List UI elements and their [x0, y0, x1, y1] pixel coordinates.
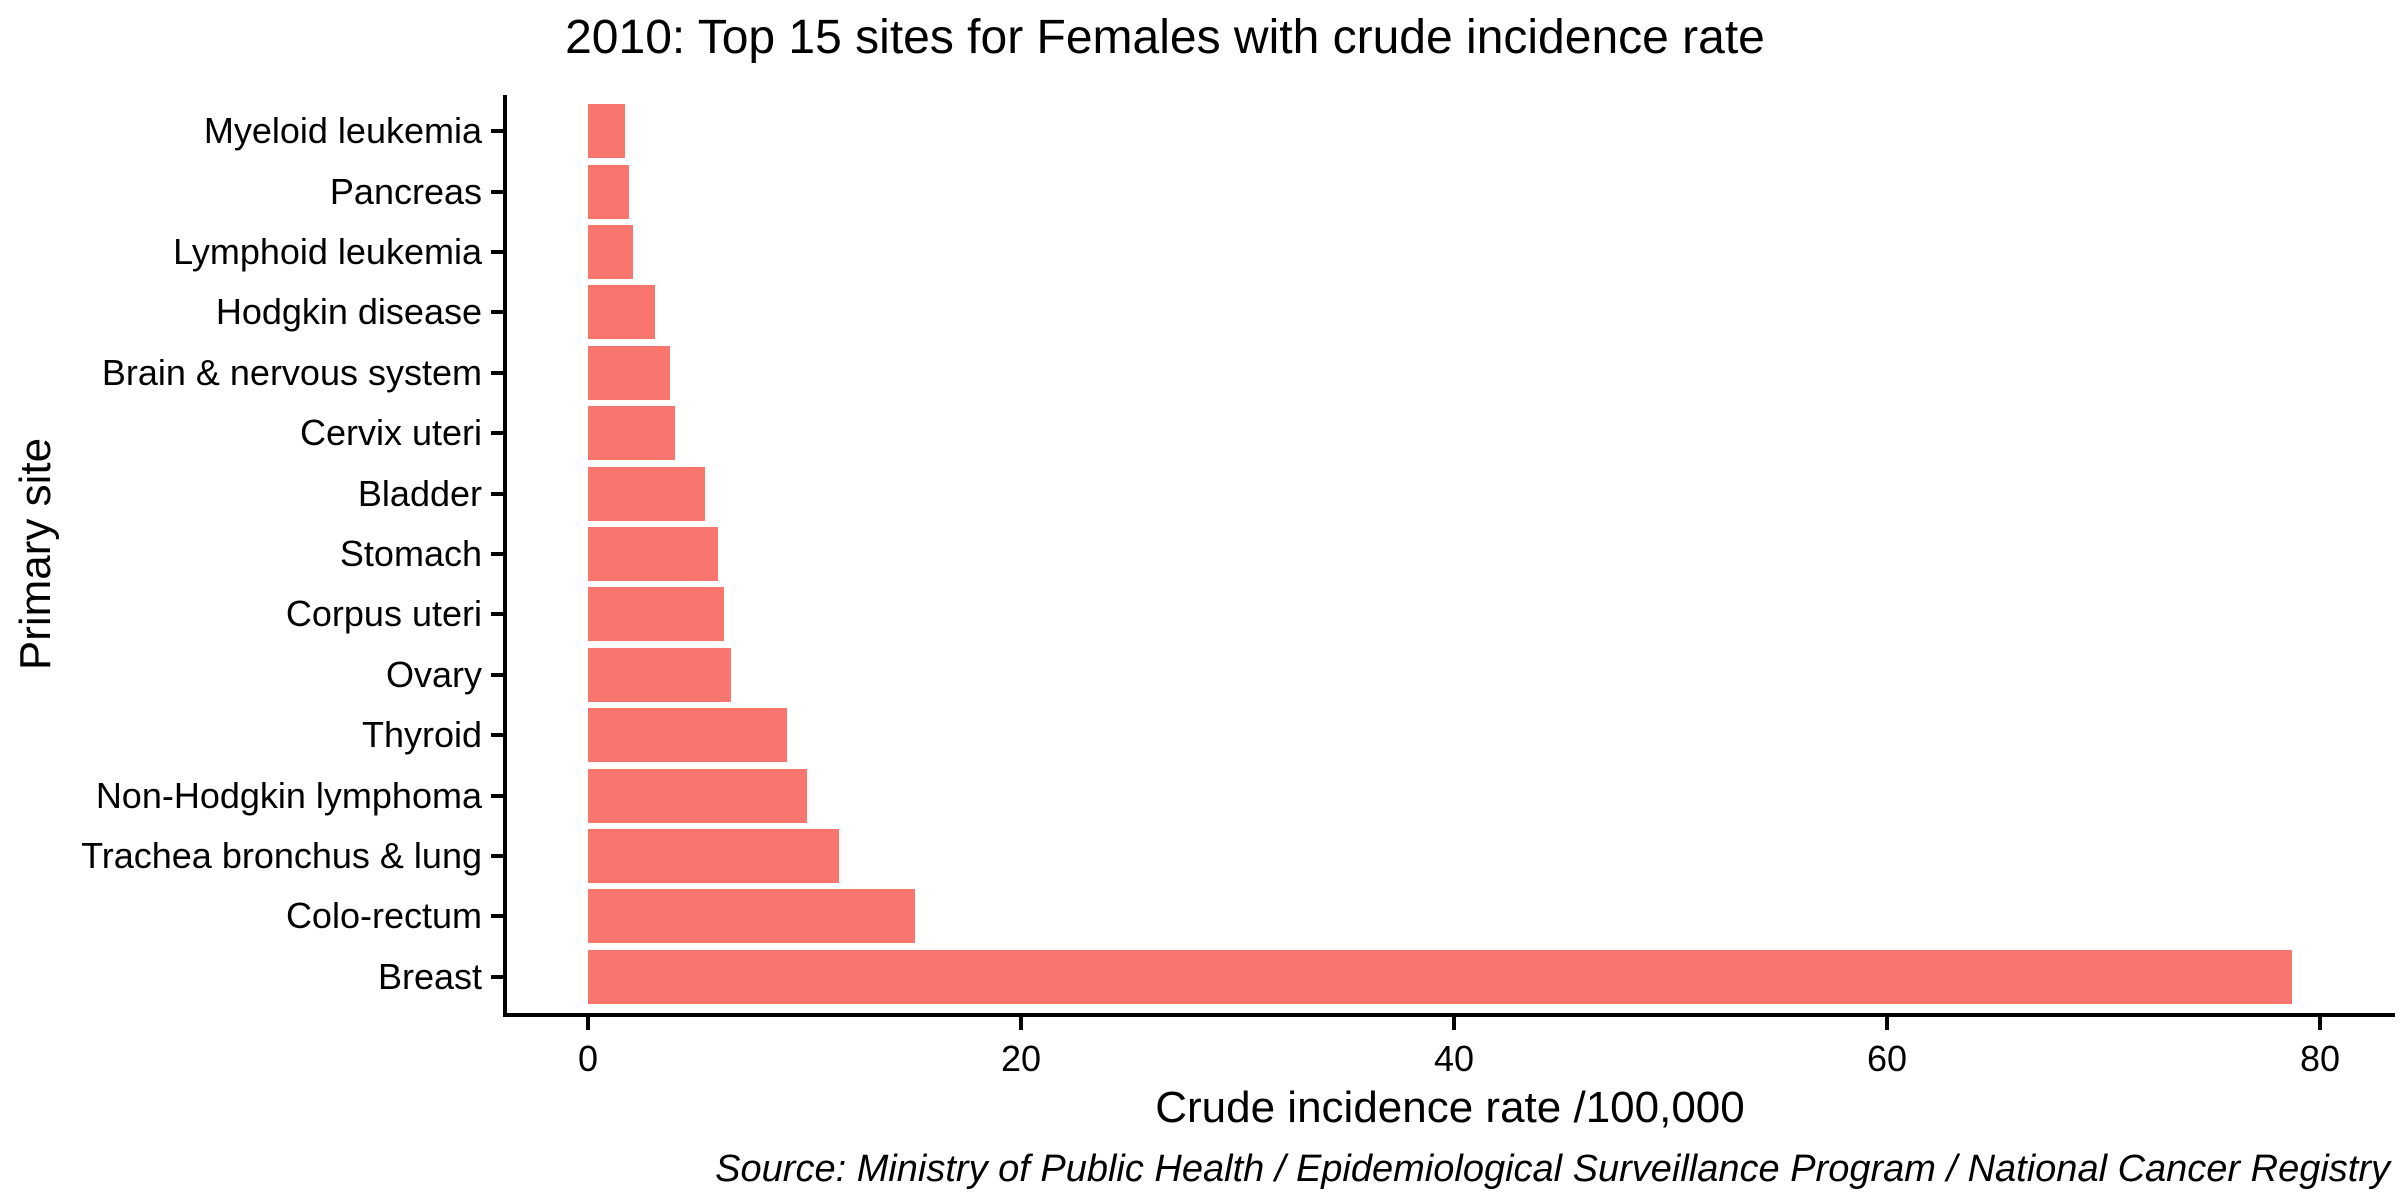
y-axis-line [503, 95, 507, 1017]
x-tick-mark [1452, 1017, 1456, 1030]
y-tick-label: Bladder [357, 473, 482, 514]
y-tick-mark [491, 673, 503, 677]
y-tick-mark [491, 492, 503, 496]
plot-panel [505, 95, 2395, 1013]
bar-corpus-uteri [588, 587, 724, 641]
bar-ovary [588, 648, 731, 702]
y-tick-label: Myeloid leukemia [203, 110, 482, 151]
bar-thyroid [588, 708, 787, 762]
bar-stomach [588, 527, 718, 581]
y-tick-mark [491, 371, 503, 375]
chart-title: 2010: Top 15 sites for Females with crud… [565, 11, 1765, 64]
bar-brain-nervous-system [588, 346, 670, 400]
x-tick-mark [586, 1017, 590, 1030]
y-tick-label: Cervix uteri [299, 412, 482, 453]
bar-hodgkin-disease [588, 285, 655, 339]
bar-colo-rectum [588, 889, 915, 943]
bar-lymphoid-leukemia [588, 225, 633, 279]
y-tick-mark [491, 612, 503, 616]
bar-breast [588, 950, 2292, 1004]
y-tick-mark [491, 975, 503, 979]
y-tick-mark [491, 190, 503, 194]
y-tick-label: Thyroid [361, 714, 482, 755]
y-tick-label: Pancreas [329, 171, 482, 212]
y-tick-mark [491, 794, 503, 798]
y-tick-label: Lymphoid leukemia [173, 231, 482, 272]
x-tick-label: 80 [2299, 1038, 2341, 1079]
bar-myeloid-leukemia [588, 104, 625, 158]
y-tick-mark [491, 552, 503, 556]
x-tick-label: 60 [1866, 1038, 1908, 1079]
x-axis-title: Crude incidence rate /100,000 [1155, 1083, 1745, 1132]
y-tick-label: Breast [377, 956, 482, 997]
x-tick-label: 0 [577, 1038, 599, 1079]
x-tick-mark [1885, 1017, 1889, 1030]
bar-cervix-uteri [588, 406, 675, 460]
source-caption: Source: Ministry of Public Health / Epid… [715, 1148, 2390, 1190]
x-tick-mark [2318, 1017, 2322, 1030]
y-tick-label: Brain & nervous system [101, 352, 482, 393]
x-tick-label: 40 [1433, 1038, 1475, 1079]
y-tick-mark [491, 854, 503, 858]
bar-trachea-bronchus-lung [588, 829, 839, 883]
y-tick-mark [491, 310, 503, 314]
y-tick-mark [491, 250, 503, 254]
x-tick-label: 20 [1000, 1038, 1042, 1079]
y-tick-label: Ovary [385, 654, 482, 695]
y-tick-label: Hodgkin disease [215, 291, 482, 332]
x-axis-line [503, 1013, 2395, 1017]
y-tick-label: Stomach [339, 533, 482, 574]
y-tick-label: Non-Hodgkin lymphoma [95, 775, 482, 816]
y-tick-mark [491, 129, 503, 133]
bar-non-hodgkin-lymphoma [588, 769, 807, 823]
x-tick-mark [1019, 1017, 1023, 1030]
bar-bladder [588, 467, 705, 521]
y-tick-label: Trachea bronchus & lung [81, 835, 482, 876]
y-tick-label: Colo-rectum [285, 895, 482, 936]
bar-pancreas [588, 165, 629, 219]
y-tick-mark [491, 914, 503, 918]
y-tick-mark [491, 431, 503, 435]
y-tick-label: Corpus uteri [285, 593, 482, 634]
y-tick-mark [491, 733, 503, 737]
